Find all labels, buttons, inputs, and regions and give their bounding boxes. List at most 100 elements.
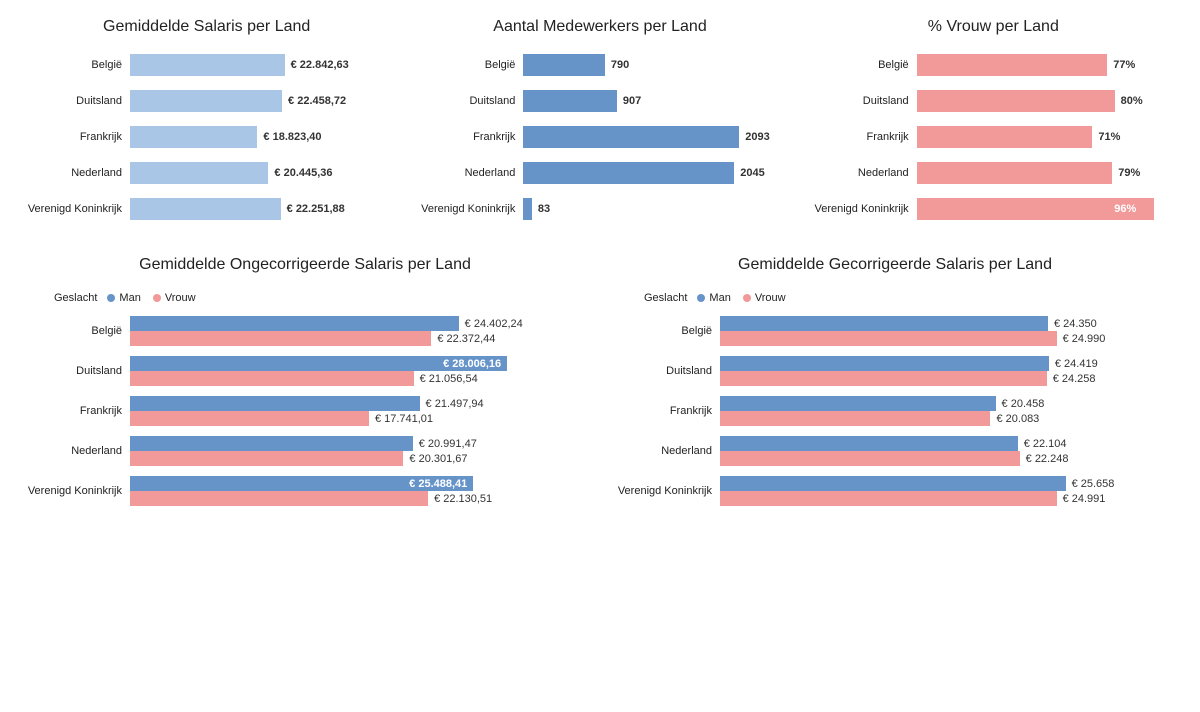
legend-label: Vrouw [165, 292, 196, 304]
bar-vrouw [130, 411, 369, 426]
group-row: Verenigd Koninkrijk € 25.488,41 € 22.130,5… [20, 476, 590, 506]
bar [130, 90, 282, 112]
bar-value-vrouw: € 20.083 [996, 413, 1039, 425]
bar [523, 126, 739, 148]
group-row: Frankrijk € 21.497,94 € 17.741,01 [20, 396, 590, 426]
bar-vrouw [720, 371, 1047, 386]
bar-value-man: € 24.419 [1055, 358, 1098, 370]
bar-value: € 20.445,36 [274, 167, 332, 179]
bar [917, 126, 1093, 148]
panel-pct-women: % Vrouw per Land België77%Duitsland80%Fr… [807, 14, 1180, 234]
panel-employees: Aantal Medewerkers per Land België790Dui… [413, 14, 786, 234]
bar-value: 790 [611, 59, 629, 71]
panel-corrected-salary: Gemiddelde Gecorrigeerde Salaris per Lan… [610, 252, 1180, 516]
swatch-man [697, 294, 705, 302]
group-row: Verenigd Koninkrijk€ 25.658€ 24.991 [610, 476, 1180, 506]
legend-label: Man [119, 292, 140, 304]
category-label: Nederland [413, 167, 523, 179]
bar-value-vrouw: € 24.991 [1063, 493, 1106, 505]
bar-vrouw [130, 451, 403, 466]
bar-man [720, 436, 1018, 451]
bar-value-man: € 22.104 [1024, 438, 1067, 450]
legend-label: Vrouw [755, 292, 786, 304]
group-row: België€ 24.350€ 24.990 [610, 316, 1180, 346]
category-label: Verenigd Koninkrijk [20, 485, 130, 497]
category-label: Verenigd Koninkrijk [610, 485, 720, 497]
category-label: Frankrijk [807, 131, 917, 143]
swatch-vrouw [743, 294, 751, 302]
bar-man [720, 396, 996, 411]
bar [523, 198, 532, 220]
category-label: België [807, 59, 917, 71]
category-label: Frankrijk [20, 405, 130, 417]
category-label: België [610, 325, 720, 337]
bar-value-man: € 21.497,94 [426, 398, 484, 410]
category-label: België [20, 325, 130, 337]
category-label: Frankrijk [20, 131, 130, 143]
category-label: Nederland [610, 445, 720, 457]
bar [523, 54, 605, 76]
category-label: Duitsland [610, 365, 720, 377]
category-label: Nederland [20, 167, 130, 179]
bar-row: Duitsland80% [807, 90, 1180, 112]
category-label: Nederland [807, 167, 917, 179]
bar [917, 90, 1115, 112]
bar [130, 198, 281, 220]
bar [523, 90, 617, 112]
bar-value: 2045 [740, 167, 764, 179]
chart-legend: Geslacht Man Vrouw [54, 292, 590, 304]
bar-row: België 77% [807, 54, 1180, 76]
bar-value: € 18.823,40 [263, 131, 321, 143]
bar-value: 2093 [745, 131, 769, 143]
bar-man [720, 476, 1066, 491]
bar-value: 71% [1098, 131, 1120, 143]
bar-value: € 22.251,88 [287, 203, 345, 215]
category-label: Verenigd Koninkrijk [807, 203, 917, 215]
panel-avg-salary: Gemiddelde Salaris per Land België€ 22.8… [20, 14, 393, 234]
legend-label: Man [709, 292, 730, 304]
bar-value-man: € 28.006,16 [443, 358, 507, 370]
bar [523, 162, 734, 184]
bar-value-man: € 24.402,24 [465, 318, 523, 330]
bar-vrouw [720, 331, 1057, 346]
bar-man [130, 396, 420, 411]
category-label: Frankrijk [413, 131, 523, 143]
bar-man [720, 356, 1049, 371]
bar [130, 54, 285, 76]
bar-value-vrouw: € 22.248 [1026, 453, 1069, 465]
bar-row: Verenigd Koninkrijk€ 22.251,88 [20, 198, 393, 220]
bar-row: Verenigd Koninkrijk 83 [413, 198, 786, 220]
bar-value: 77% [1113, 59, 1135, 71]
bottom-row: Gemiddelde Ongecorrigeerde Salaris per L… [20, 252, 1180, 516]
panel-uncorrected-salary: Gemiddelde Ongecorrigeerde Salaris per L… [20, 252, 590, 516]
legend-title: Geslacht [54, 292, 97, 304]
bar-value-vrouw: € 22.130,51 [434, 493, 492, 505]
bar-value: € 22.842,63 [291, 59, 349, 71]
bar-value: 96% [1114, 203, 1136, 215]
bar-value-vrouw: € 20.301,67 [409, 453, 467, 465]
bar-row: Nederland € 20.445,36 [20, 162, 393, 184]
bar [917, 54, 1108, 76]
group-row: Frankrijk € 20.458 € 20.083 [610, 396, 1180, 426]
swatch-vrouw [153, 294, 161, 302]
bar-value-vrouw: € 22.372,44 [437, 333, 495, 345]
category-label: Verenigd Koninkrijk [413, 203, 523, 215]
bar-vrouw [130, 331, 431, 346]
category-label: België [413, 59, 523, 71]
bar-value-man: € 20.458 [1002, 398, 1045, 410]
bar-value-man: € 25.488,41 [409, 478, 473, 490]
chart-title: Aantal Medewerkers per Land [413, 18, 786, 36]
category-label: Duitsland [807, 95, 917, 107]
group-row: Duitsland € 28.006,16 € 21.056,54 [20, 356, 590, 386]
bar-value: 83 [538, 203, 550, 215]
bar-row: België 790 [413, 54, 786, 76]
category-label: Duitsland [20, 365, 130, 377]
bar-row: Verenigd Koninkrijk 96% [807, 198, 1180, 220]
bar [917, 162, 1113, 184]
bar-row: Nederland79% [807, 162, 1180, 184]
bar-value-vrouw: € 17.741,01 [375, 413, 433, 425]
category-label: Frankrijk [610, 405, 720, 417]
bar-value-vrouw: € 21.056,54 [420, 373, 478, 385]
bar-vrouw [130, 371, 414, 386]
bar [130, 162, 268, 184]
